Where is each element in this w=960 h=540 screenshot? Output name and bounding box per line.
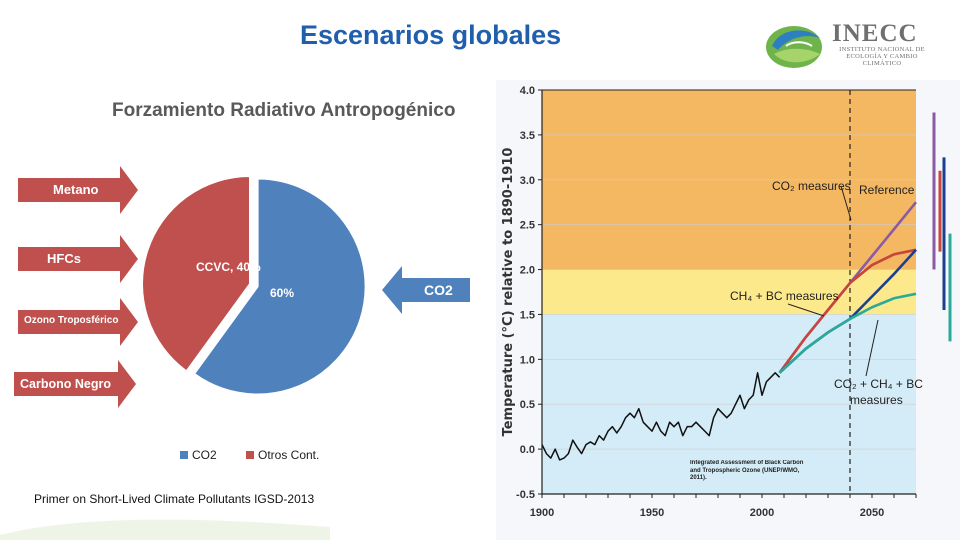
legend-label-co2: CO2: [192, 448, 217, 462]
y-tick-label: 0.5: [520, 399, 535, 411]
y-tick-label: 3.0: [520, 175, 535, 187]
annot-co2: CO₂ measures: [772, 179, 851, 193]
y-axis-label: Temperature (°C) relative to 1890-1910: [501, 148, 516, 437]
series-co2-ch4-bc-measures: [778, 292, 917, 374]
legend-swatch-co2: [180, 451, 188, 459]
series-co2-measures: [778, 248, 917, 374]
legend-swatch-otros: [246, 451, 254, 459]
legend-label-otros: Otros Cont.: [258, 448, 320, 462]
inecc-logo: INECC INSTITUTO NACIONAL DE ECOLOGÍA Y C…: [764, 20, 934, 72]
y-tick-label: 0.0: [520, 444, 535, 456]
y-tick-label: -0.5: [516, 489, 535, 501]
arrow-label-ozono: Ozono Troposférico: [24, 315, 119, 326]
pie-label-co2: 60%: [270, 286, 295, 300]
y-tick-label: 3.5: [520, 130, 535, 142]
arrow-label-hfcs: HFCs: [47, 251, 81, 266]
pie-slice-otros: [141, 174, 251, 373]
pie-chart: [141, 174, 367, 396]
decorative-wave: [0, 519, 330, 540]
pie-chart-title: Forzamiento Radiativo Antropogénico: [112, 100, 456, 121]
legend-item-co2: CO2: [180, 448, 217, 462]
x-tick-label: 1950: [640, 507, 664, 519]
pie-slice-co2: [192, 177, 367, 396]
leaf-logo-icon: [766, 26, 822, 68]
arrow-metano: [18, 166, 138, 214]
x-tick-label: 2000: [750, 507, 774, 519]
arrow-hfcs: [18, 235, 138, 283]
temperature-chart: -0.5 0.0 0.5 1.0 1.5 2.0 2.5 3.0 3.5 4.0 1900 1950 2…: [496, 80, 960, 540]
logo-name: INECC: [832, 20, 918, 47]
y-tick-label: 2.5: [520, 220, 535, 232]
arrow-label-carbono-negro: Carbono Negro: [20, 377, 111, 391]
source-citation: Primer on Short-Lived Climate Pollutants…: [34, 492, 315, 506]
annot-pointer-ch4: [787, 303, 825, 317]
series-observed: [541, 372, 781, 461]
y-tick-label: 1.0: [520, 354, 535, 366]
x-tick-label: 1900: [530, 507, 554, 519]
logo-subtitle: INSTITUTO NACIONAL DE ECOLOGÍA Y CAMBIO …: [839, 46, 925, 67]
legend-item-otros: Otros Cont.: [246, 448, 319, 462]
arrow-co2: [382, 266, 470, 314]
arrow-ozono: [18, 298, 138, 346]
y-tick-label: 1.5: [520, 309, 535, 321]
slide-title: Escenarios globales: [300, 20, 562, 50]
arrow-label-co2: CO2: [424, 282, 453, 298]
annot-ch4-bc: CH₄ + BC measures: [730, 289, 839, 303]
pie-label-ccvc: CCVC, 40%: [196, 260, 261, 274]
arrow-carbono-negro: [14, 360, 136, 408]
annot-combined: CO₂ + CH₄ + BC measures: [834, 377, 923, 407]
arrow-label-metano: Metano: [53, 182, 99, 197]
annot-pointer-combined: [865, 319, 879, 377]
citation-box: Integrated Assessment of Black Carbon an…: [690, 460, 803, 481]
annot-reference: Reference: [859, 183, 915, 197]
x-tick-label: 2050: [860, 507, 884, 519]
y-tick-label: 2.0: [520, 265, 535, 277]
annot-pointer-co2: [840, 185, 852, 221]
y-tick-label: 4.0: [520, 85, 535, 97]
